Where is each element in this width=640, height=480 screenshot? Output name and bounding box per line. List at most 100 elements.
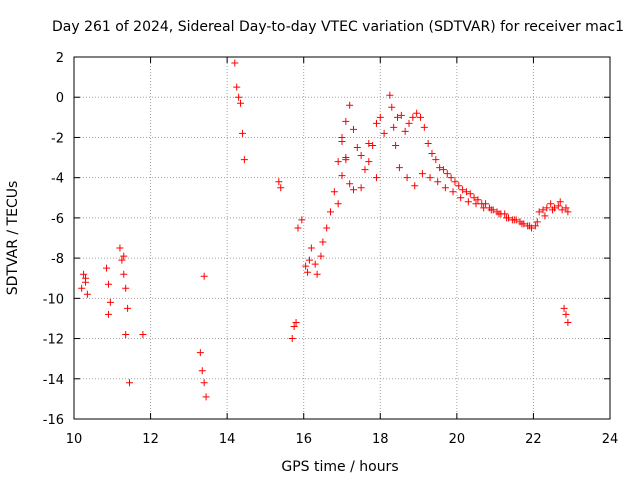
data-point [311, 260, 319, 268]
data-point [372, 119, 380, 127]
data-point [372, 174, 380, 182]
data-point [405, 119, 413, 127]
data-point [451, 178, 459, 186]
data-point [543, 204, 551, 212]
data-point [413, 109, 421, 117]
data-point [386, 91, 394, 99]
x-tick-label: 24 [602, 432, 619, 447]
gridlines [74, 57, 610, 419]
data-point [426, 174, 434, 182]
data-point [403, 174, 411, 182]
data-point [334, 158, 342, 166]
data-point [556, 198, 564, 206]
data-point [365, 139, 373, 147]
data-point [562, 310, 570, 318]
data-point [126, 379, 134, 387]
plot-frame [73, 56, 611, 420]
data-point [304, 268, 312, 276]
data-point [307, 244, 315, 252]
data-point [390, 123, 398, 131]
data-point [434, 178, 442, 186]
y-tick-label: 0 [56, 91, 64, 106]
chart-title: Day 261 of 2024, Sidereal Day-to-day VTE… [52, 19, 624, 35]
data-point [346, 101, 354, 109]
x-tick-label: 16 [295, 432, 312, 447]
data-point [139, 331, 147, 339]
data-point [535, 208, 543, 216]
data-point [380, 129, 388, 137]
data-point [459, 186, 467, 194]
data-point [83, 290, 91, 298]
data-point [558, 206, 566, 214]
x-tick-label: 22 [525, 432, 542, 447]
data-point [462, 188, 470, 196]
data-point [376, 113, 384, 121]
x-tick-label: 10 [66, 432, 83, 447]
data-point [104, 310, 112, 318]
data-point [313, 270, 321, 278]
data-point [541, 212, 549, 220]
data-point [200, 379, 208, 387]
y-tick-label: -6 [51, 212, 64, 227]
data-point [294, 224, 302, 232]
data-point [302, 262, 310, 270]
data-point [346, 180, 354, 188]
data-point [353, 144, 361, 151]
data-point [495, 210, 503, 218]
y-tick-label: -10 [43, 292, 64, 307]
data-point [424, 139, 432, 147]
y-tick-label: 2 [56, 51, 64, 66]
data-point [416, 113, 424, 121]
data-point [449, 188, 457, 196]
data-point [317, 252, 325, 260]
data-point [235, 93, 243, 101]
data-point [198, 367, 206, 375]
data-point [357, 184, 365, 192]
x-tick-label: 14 [219, 432, 236, 447]
y-tick-label: -4 [51, 172, 64, 187]
data-point [443, 170, 451, 178]
data-point [518, 220, 526, 228]
data-point [539, 206, 547, 214]
data-point [122, 284, 130, 292]
data-point [200, 272, 208, 280]
data-point [275, 178, 283, 186]
data-series-sdtvar [78, 59, 572, 401]
data-point [428, 150, 436, 158]
data-point [122, 331, 130, 339]
data-point [338, 172, 346, 180]
data-point [231, 59, 239, 67]
data-point [482, 200, 490, 208]
data-point [409, 113, 417, 121]
data-point [305, 256, 313, 264]
data-point [116, 244, 124, 252]
data-point [233, 83, 241, 91]
data-point [237, 99, 245, 107]
data-point [457, 194, 465, 202]
x-tick-label: 20 [449, 432, 466, 447]
data-point [342, 117, 350, 125]
x-axis-label: GPS time / hours [281, 459, 398, 475]
data-point [464, 198, 472, 206]
data-point [327, 208, 335, 216]
data-point [319, 238, 327, 246]
data-point [323, 224, 331, 232]
data-point [441, 184, 449, 192]
data-point [388, 103, 396, 111]
data-point [560, 304, 568, 312]
y-tick-label: -16 [43, 413, 64, 428]
data-point [455, 182, 463, 190]
data-point [292, 318, 300, 326]
data-point [562, 204, 570, 212]
data-point [397, 111, 405, 119]
data-point [196, 349, 204, 357]
data-point [392, 141, 400, 149]
data-point [369, 141, 377, 149]
data-point [118, 256, 126, 264]
data-point [447, 174, 455, 182]
y-tick-label: -12 [43, 333, 64, 348]
data-point [334, 200, 342, 208]
data-point [238, 129, 246, 137]
x-axis: 10 12 14 16 18 20 22 24 [66, 57, 619, 447]
